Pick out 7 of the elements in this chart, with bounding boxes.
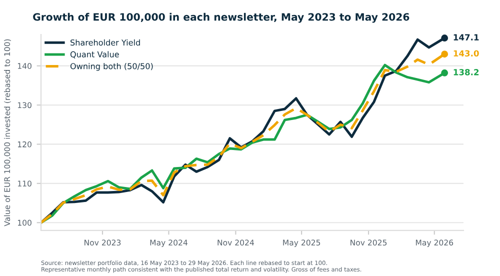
annotation: 138.2 [454,69,479,76]
chart-title: Growth of EUR 100,000 in each newsletter, May 2023 to May 2026 [33,12,410,23]
legend-label: Quant Value [70,51,119,58]
annotation: 147.1 [454,34,479,40]
legend-label: Shareholder Yield [70,39,140,46]
annotation: 143.0 [454,50,479,57]
legend-label: Owning both (50/50) [70,62,153,71]
